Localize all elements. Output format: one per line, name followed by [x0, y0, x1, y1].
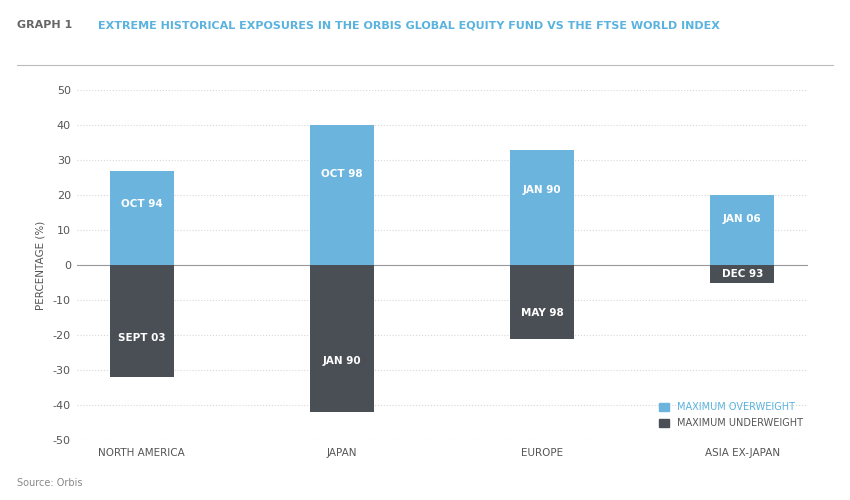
Text: EXTREME HISTORICAL EXPOSURES IN THE ORBIS GLOBAL EQUITY FUND VS THE FTSE WORLD I: EXTREME HISTORICAL EXPOSURES IN THE ORBI…	[98, 20, 720, 30]
Text: JAN 90: JAN 90	[523, 185, 561, 195]
Text: GRAPH 1: GRAPH 1	[17, 20, 72, 30]
Text: SEPT 03: SEPT 03	[118, 333, 166, 343]
Text: OCT 94: OCT 94	[121, 198, 162, 208]
Text: OCT 98: OCT 98	[321, 169, 363, 179]
Text: Source: Orbis: Source: Orbis	[17, 478, 82, 488]
Legend: MAXIMUM OVERWEIGHT, MAXIMUM UNDERWEIGHT: MAXIMUM OVERWEIGHT, MAXIMUM UNDERWEIGHT	[659, 402, 802, 428]
Bar	[110, 265, 173, 377]
Text: JAN 06: JAN 06	[722, 214, 762, 224]
Bar	[510, 150, 574, 265]
Bar	[711, 265, 774, 282]
Bar	[310, 125, 374, 265]
Bar	[711, 195, 774, 265]
Text: DEC 93: DEC 93	[722, 269, 763, 279]
Bar	[110, 170, 173, 265]
Bar	[310, 265, 374, 412]
Text: MAY 98: MAY 98	[521, 308, 564, 318]
Text: JAN 90: JAN 90	[323, 356, 361, 366]
Bar	[510, 265, 574, 338]
Y-axis label: PERCENTAGE (%): PERCENTAGE (%)	[36, 220, 46, 310]
